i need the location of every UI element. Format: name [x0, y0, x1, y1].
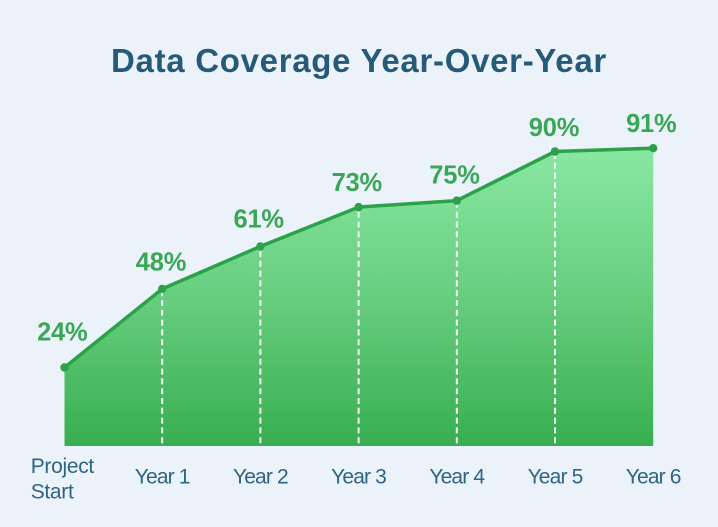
svg-text:Year 1: Year 1	[135, 466, 190, 489]
svg-text:Start: Start	[31, 480, 74, 503]
svg-text:Project: Project	[31, 455, 95, 478]
svg-text:91%: 91%	[626, 110, 676, 138]
svg-text:Data Coverage Year-Over-Year: Data Coverage Year-Over-Year	[111, 42, 607, 79]
svg-text:73%: 73%	[332, 169, 382, 197]
svg-text:75%: 75%	[429, 161, 479, 189]
svg-text:90%: 90%	[529, 114, 579, 142]
svg-text:48%: 48%	[136, 248, 186, 276]
svg-text:Year 3: Year 3	[331, 466, 386, 489]
svg-text:Year 4: Year 4	[429, 466, 485, 489]
svg-text:Year 5: Year 5	[528, 466, 583, 489]
svg-text:Year 6: Year 6	[626, 466, 681, 489]
svg-text:Year 2: Year 2	[233, 466, 288, 489]
svg-text:24%: 24%	[37, 318, 87, 346]
svg-text:61%: 61%	[233, 205, 283, 233]
